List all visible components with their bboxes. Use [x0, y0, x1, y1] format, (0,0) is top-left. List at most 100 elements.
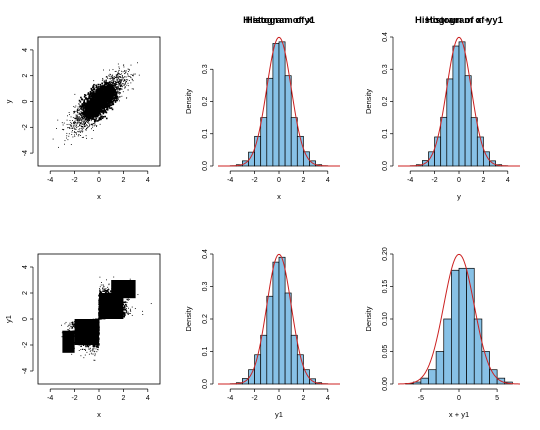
scatter-point: [70, 124, 72, 126]
scatter-point: [98, 98, 101, 100]
scatter-point: [105, 106, 107, 109]
scatter-point: [101, 88, 103, 90]
scatter-point: [125, 70, 127, 72]
scatter-point: [57, 119, 59, 121]
scatter-point: [86, 128, 88, 130]
scatter-point: [77, 122, 79, 124]
scatter-point: [104, 103, 107, 105]
scatter-point: [102, 97, 105, 100]
scatter-point: [130, 310, 132, 312]
scatter-point: [102, 100, 104, 103]
scatter-point: [103, 106, 106, 109]
scatter-point: [104, 291, 107, 294]
scatter-point: [100, 111, 102, 113]
scatter-point: [97, 344, 99, 346]
scatter-point: [81, 107, 83, 109]
scatter-point: [95, 91, 97, 93]
scatter-point: [116, 88, 117, 90]
scatter-point: [98, 95, 101, 98]
scatter-point: [89, 108, 91, 111]
scatter-point: [80, 119, 82, 121]
scatter-point: [92, 92, 95, 95]
scatter-point: [83, 124, 85, 125]
scatter-point: [106, 87, 108, 90]
scatter-point: [110, 290, 112, 292]
scatter-point: [106, 279, 107, 281]
scatter-point: [99, 113, 102, 116]
scatter-point: [73, 121, 75, 123]
scatter-point: [80, 345, 82, 348]
scatter-point: [119, 80, 121, 82]
scatter-point: [84, 123, 86, 125]
scatter-point: [81, 131, 83, 133]
scatter-point: [107, 289, 109, 291]
scatter-point: [118, 89, 120, 91]
scatter-point: [75, 118, 77, 120]
scatter-point: [81, 105, 84, 108]
scatter-point: [82, 118, 84, 120]
scatter-point: [79, 113, 80, 114]
scatter-point: [92, 95, 95, 97]
scatter-point: [125, 83, 126, 85]
scatter-point: [111, 82, 113, 84]
scatter-point: [106, 82, 109, 85]
scatter-point: [108, 100, 111, 102]
scatter-point: [84, 116, 86, 117]
scatter-point: [132, 75, 134, 77]
scatter-point: [52, 138, 54, 140]
scatter-point: [98, 111, 101, 114]
scatter-point: [115, 85, 117, 87]
scatter-point: [104, 91, 107, 94]
scatter-point: [68, 112, 70, 114]
scatter-point: [99, 99, 101, 101]
scatter-point: [115, 70, 117, 72]
scatter-point: [110, 104, 112, 107]
x-axis-label: y: [457, 192, 461, 201]
scatter-point: [105, 81, 107, 84]
scatter-point: [87, 126, 89, 128]
scatter-point: [93, 118, 96, 121]
scatter-point: [87, 116, 90, 119]
scatter-point: [76, 127, 78, 128]
scatter-point: [108, 89, 110, 92]
scatter-point: [129, 308, 131, 310]
axes: [30, 49, 149, 174]
scatter-point: [107, 290, 109, 293]
scatter-point: [123, 301, 126, 304]
scatter-point: [85, 345, 87, 348]
scatter-point: [95, 111, 98, 114]
scatter-point: [102, 87, 105, 89]
scatter-point: [112, 74, 114, 76]
scatter-point: [125, 81, 127, 83]
scatter-point: [98, 119, 100, 121]
scatter-point: [134, 73, 136, 75]
scatter-point: [114, 80, 116, 82]
scatter-point: [98, 105, 100, 107]
scatter-point: [114, 89, 116, 91]
scatter-point: [101, 80, 103, 82]
y-tick-label: -2: [22, 124, 29, 130]
scatter-point: [117, 72, 119, 74]
scatter-point: [120, 80, 122, 82]
scatter-point: [84, 110, 86, 112]
scatter-point: [94, 119, 96, 122]
scatter-point: [110, 80, 112, 82]
scatter-point: [119, 93, 121, 94]
scatter-point: [86, 125, 88, 126]
scatter-point: [56, 128, 57, 129]
scatter-point: [93, 96, 95, 99]
scatter-point: [88, 107, 90, 110]
scatter-point: [80, 116, 82, 118]
scatter-point: [89, 97, 91, 100]
scatter-point: [71, 323, 74, 325]
scatter-point: [110, 76, 112, 78]
scatter-point: [124, 79, 126, 81]
scatter-point: [110, 97, 113, 100]
scatter-point: [80, 105, 83, 108]
scatter-point: [80, 114, 81, 116]
scatter-point: [103, 92, 106, 95]
density-curve: [398, 36, 520, 167]
scatter-point: [99, 90, 102, 92]
scatter-point: [105, 117, 108, 120]
scatter-point: [92, 115, 94, 118]
